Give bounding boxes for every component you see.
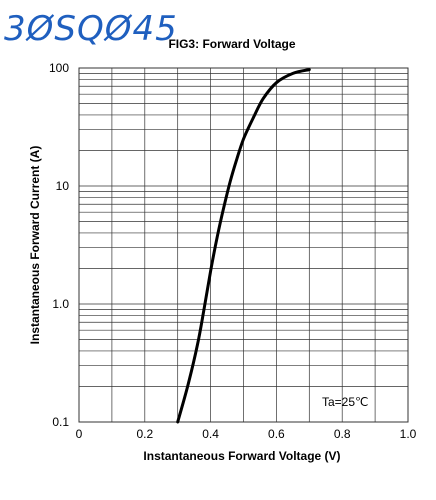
- y-tick-label: 100: [49, 61, 69, 75]
- forward-voltage-curve: [176, 68, 311, 424]
- y-tick-label: 10: [56, 179, 70, 193]
- series: [176, 68, 311, 424]
- axis-ticks: 0 0.2 0.4 0.6 0.8 1.0 0.1 1.0 10 100: [49, 61, 417, 441]
- x-tick-label: 0.4: [202, 427, 219, 441]
- x-tick-label: 0: [76, 427, 83, 441]
- y-axis-label: Instantaneous Forward Current (A): [28, 146, 42, 345]
- x-tick-label: 0.8: [334, 427, 351, 441]
- grid: [79, 68, 408, 422]
- annotation-ta: Ta=25℃: [322, 395, 369, 409]
- x-tick-label: 0.6: [268, 427, 285, 441]
- x-tick-label: 1.0: [400, 427, 417, 441]
- chart-title: FIG3: Forward Voltage: [168, 37, 295, 51]
- part-number-label: 3ØSQØ45: [4, 9, 178, 49]
- y-tick-label: 1.0: [52, 297, 69, 311]
- plot-frame: [78, 67, 409, 423]
- x-axis-label: Instantaneous Forward Voltage (V): [143, 449, 340, 463]
- y-tick-label: 0.1: [52, 415, 69, 429]
- x-tick-label: 0.2: [136, 427, 153, 441]
